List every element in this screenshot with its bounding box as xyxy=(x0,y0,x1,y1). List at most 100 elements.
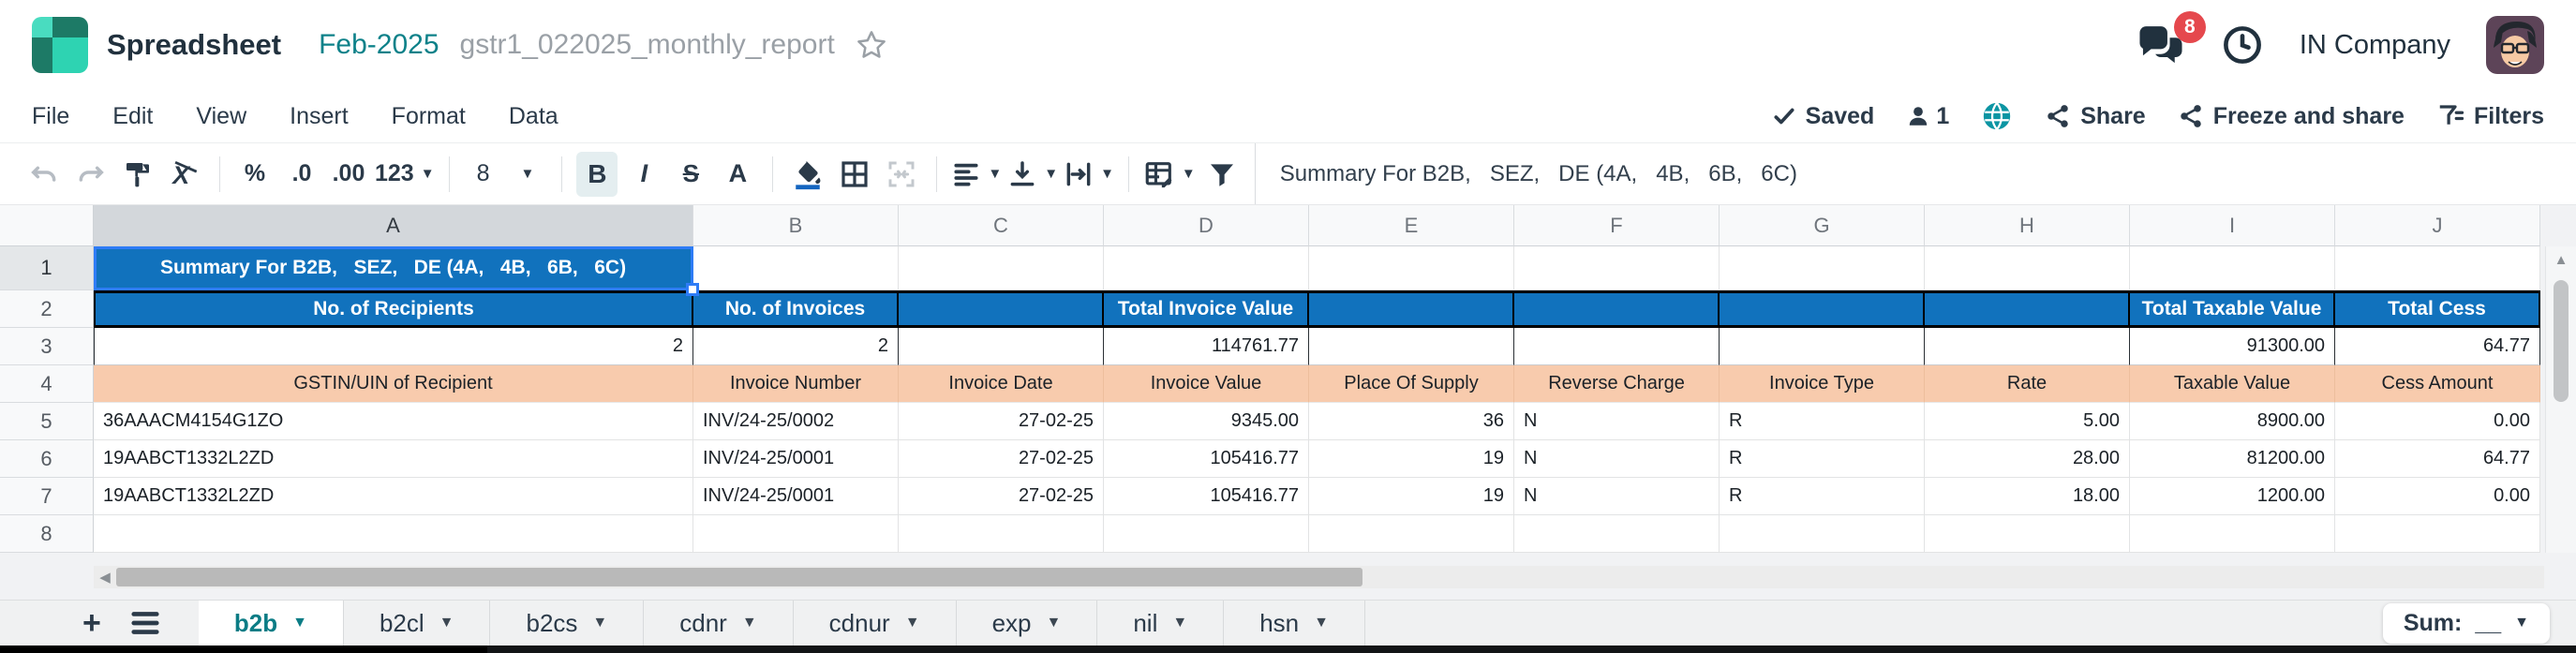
cell-I2[interactable]: Total Taxable Value xyxy=(2130,290,2335,328)
cell-G2[interactable] xyxy=(1720,290,1925,328)
scroll-left-icon[interactable]: ◀ xyxy=(94,569,116,586)
sheet-tab-b2b[interactable]: b2b▼ xyxy=(199,601,344,646)
cell-A3[interactable]: 2 xyxy=(94,328,693,365)
user-avatar[interactable] xyxy=(2486,16,2544,74)
cell-B3[interactable]: 2 xyxy=(693,328,899,365)
clear-format-button[interactable]: X xyxy=(164,152,205,197)
formula-bar[interactable]: Summary For B2B, SEZ, DE (4A, 4B, 6B, 6C… xyxy=(1255,143,2555,204)
column-header-I[interactable]: I xyxy=(2130,205,2335,246)
cell-H7[interactable]: 18.00 xyxy=(1925,478,2130,515)
vertical-scrollbar[interactable]: ▲ xyxy=(2545,246,2576,553)
cell-J6[interactable]: 64.77 xyxy=(2335,440,2540,478)
favorite-star-icon[interactable] xyxy=(854,27,889,63)
row-header-8[interactable]: 8 xyxy=(0,515,94,553)
sheet-list-button[interactable] xyxy=(129,609,161,637)
vertical-align-button[interactable]: ▼ xyxy=(1007,152,1058,197)
text-color-button[interactable]: A xyxy=(717,152,758,197)
cell-E6[interactable]: 19 xyxy=(1309,440,1514,478)
cell-C6[interactable]: 27-02-25 xyxy=(899,440,1104,478)
sheet-tab-cdnr[interactable]: cdnr▼ xyxy=(644,601,793,646)
cell-B4[interactable]: Invoice Number xyxy=(693,365,899,403)
sheet-tab-b2cs[interactable]: b2cs▼ xyxy=(490,601,644,646)
cell-H1[interactable] xyxy=(1925,246,2130,290)
insert-table-button[interactable]: ▼ xyxy=(1143,152,1196,197)
menu-edit[interactable]: Edit xyxy=(112,103,153,130)
filter-funnel-button[interactable] xyxy=(1201,152,1243,197)
cell-G1[interactable] xyxy=(1720,246,1925,290)
cell-C3[interactable] xyxy=(899,328,1104,365)
cell-E4[interactable]: Place Of Supply xyxy=(1309,365,1514,403)
merge-cells-button[interactable] xyxy=(881,152,922,197)
cell-J3[interactable]: 64.77 xyxy=(2335,328,2540,365)
menu-file[interactable]: File xyxy=(32,103,69,130)
cell-E1[interactable] xyxy=(1309,246,1514,290)
column-header-H[interactable]: H xyxy=(1925,205,2130,246)
paint-format-button[interactable] xyxy=(117,152,158,197)
cell-D7[interactable]: 105416.77 xyxy=(1104,478,1309,515)
horizontal-scroll-thumb[interactable] xyxy=(116,568,1362,586)
cell-A8[interactable] xyxy=(94,515,693,553)
column-header-G[interactable]: G xyxy=(1720,205,1925,246)
cell-H3[interactable] xyxy=(1925,328,2130,365)
cell-I6[interactable]: 81200.00 xyxy=(2130,440,2335,478)
text-wrapping-button[interactable]: ▼ xyxy=(1064,152,1114,197)
borders-button[interactable] xyxy=(834,152,875,197)
activity-clock-button[interactable] xyxy=(2221,23,2264,67)
cell-J2[interactable]: Total Cess xyxy=(2335,290,2540,328)
online-globe-icon[interactable] xyxy=(1981,100,2013,132)
cell-J8[interactable] xyxy=(2335,515,2540,553)
cell-J7[interactable]: 0.00 xyxy=(2335,478,2540,515)
horizontal-scrollbar[interactable]: ◀ xyxy=(94,566,2544,588)
cell-I8[interactable] xyxy=(2130,515,2335,553)
cell-E2[interactable] xyxy=(1309,290,1514,328)
menu-view[interactable]: View xyxy=(196,103,246,130)
column-header-C[interactable]: C xyxy=(899,205,1104,246)
cell-G6[interactable]: R xyxy=(1720,440,1925,478)
number-format-button[interactable]: 123▼ xyxy=(375,152,435,197)
cell-I5[interactable]: 8900.00 xyxy=(2130,403,2335,440)
cell-F1[interactable] xyxy=(1514,246,1720,290)
cell-C8[interactable] xyxy=(899,515,1104,553)
cell-I7[interactable]: 1200.00 xyxy=(2130,478,2335,515)
cell-E7[interactable]: 19 xyxy=(1309,478,1514,515)
italic-button[interactable]: I xyxy=(623,152,664,197)
cell-C4[interactable]: Invoice Date xyxy=(899,365,1104,403)
cell-D3[interactable]: 114761.77 xyxy=(1104,328,1309,365)
select-all-corner[interactable] xyxy=(0,205,94,246)
cell-D4[interactable]: Invoice Value xyxy=(1104,365,1309,403)
cell-I3[interactable]: 91300.00 xyxy=(2130,328,2335,365)
freeze-and-share-button[interactable]: Freeze and share xyxy=(2178,103,2405,130)
cell-H5[interactable]: 5.00 xyxy=(1925,403,2130,440)
cell-J1[interactable] xyxy=(2335,246,2540,290)
cell-A1[interactable]: Summary For B2B, SEZ, DE (4A, 4B, 6B, 6C… xyxy=(94,246,693,290)
row-header-3[interactable]: 3 xyxy=(0,328,94,365)
cell-F5[interactable]: N xyxy=(1514,403,1720,440)
cell-A4[interactable]: GSTIN/UIN of Recipient xyxy=(94,365,693,403)
cell-B6[interactable]: INV/24-25/0001 xyxy=(693,440,899,478)
column-header-B[interactable]: B xyxy=(693,205,899,246)
doc-period-link[interactable]: Feb-2025 xyxy=(319,29,439,61)
sheet-tab-exp[interactable]: exp▼ xyxy=(957,601,1098,646)
cell-F4[interactable]: Reverse Charge xyxy=(1514,365,1720,403)
cell-E5[interactable]: 36 xyxy=(1309,403,1514,440)
doc-name[interactable]: gstr1_022025_monthly_report xyxy=(460,29,835,61)
row-header-2[interactable]: 2 xyxy=(0,290,94,328)
cell-D5[interactable]: 9345.00 xyxy=(1104,403,1309,440)
cell-B8[interactable] xyxy=(693,515,899,553)
increase-decimal-button[interactable]: .00 xyxy=(328,152,369,197)
horizontal-align-button[interactable]: ▼ xyxy=(951,152,1002,197)
sheet-tab-cdnur[interactable]: cdnur▼ xyxy=(794,601,957,646)
cell-H2[interactable] xyxy=(1925,290,2130,328)
cell-D8[interactable] xyxy=(1104,515,1309,553)
cell-A6[interactable]: 19AABCT1332L2ZD xyxy=(94,440,693,478)
sheet-tab-b2cl[interactable]: b2cl▼ xyxy=(344,601,491,646)
cell-F6[interactable]: N xyxy=(1514,440,1720,478)
cell-J4[interactable]: Cess Amount xyxy=(2335,365,2540,403)
row-header-6[interactable]: 6 xyxy=(0,440,94,478)
cell-G7[interactable]: R xyxy=(1720,478,1925,515)
share-button[interactable]: Share xyxy=(2045,103,2145,130)
filters-button[interactable]: Filters xyxy=(2436,102,2544,130)
sheet-tab-hsn[interactable]: hsn▼ xyxy=(1224,601,1365,646)
cell-F8[interactable] xyxy=(1514,515,1720,553)
cell-G8[interactable] xyxy=(1720,515,1925,553)
